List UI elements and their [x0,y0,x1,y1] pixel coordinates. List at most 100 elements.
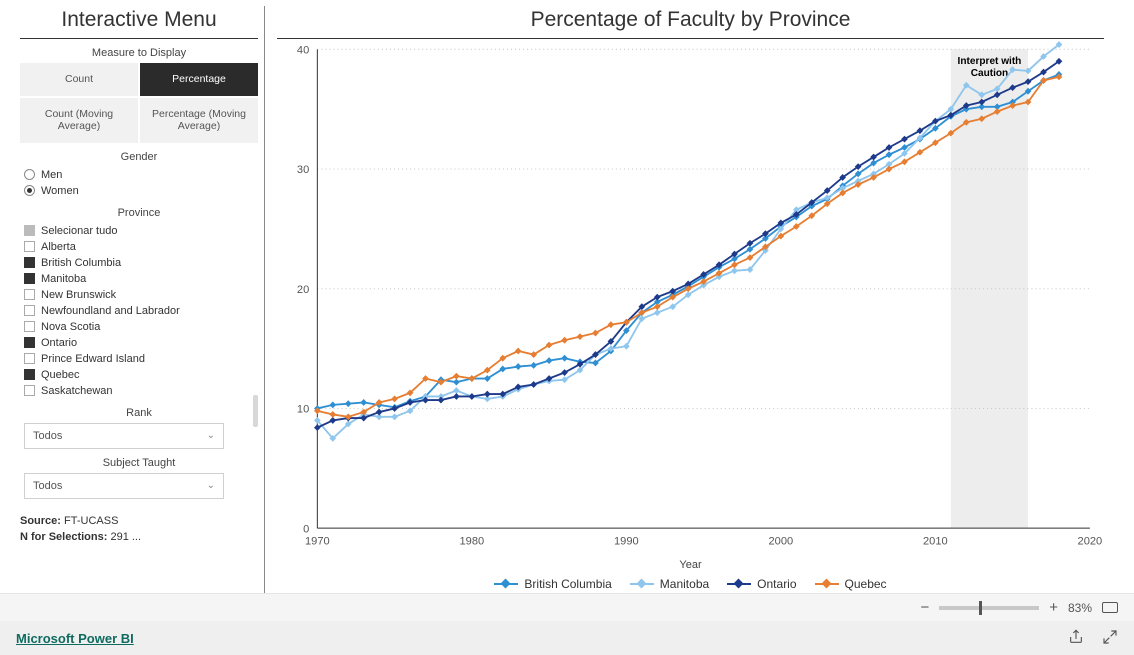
province-option[interactable]: Ontario [20,335,258,351]
checkbox-icon [24,321,35,332]
svg-text:30: 30 [297,164,309,176]
svg-text:Interpret with: Interpret with [958,56,1022,67]
share-icon[interactable] [1068,629,1084,648]
radio-icon [24,185,35,196]
sidebar: Interactive Menu Measure to Display Coun… [20,6,265,593]
svg-text:10: 10 [297,403,309,415]
province-label: Saskatchewan [41,385,113,397]
brand-icons [1068,629,1118,648]
zoom-out-button[interactable]: − [920,599,929,616]
svg-text:0: 0 [303,523,309,535]
gender-label: Women [41,185,79,197]
fullscreen-icon[interactable] [1102,629,1118,648]
province-option[interactable]: Selecionar tudo [20,223,258,239]
checkbox-icon [24,385,35,396]
province-option[interactable]: Saskatchewan [20,383,258,399]
svg-text:Caution: Caution [971,68,1008,79]
measure-button[interactable]: Percentage [140,63,258,96]
gender-label: Men [41,169,62,181]
measure-heading: Measure to Display [20,47,258,59]
chart-title: Percentage of Faculty by Province [277,6,1104,39]
checkbox-icon [24,273,35,284]
legend-swatch [630,583,654,585]
checkbox-icon [24,289,35,300]
rank-value: Todos [33,430,62,442]
chevron-down-icon: ⌄ [207,480,215,491]
province-label: Ontario [41,337,77,349]
legend-label: British Columbia [524,577,611,591]
province-option[interactable]: Nova Scotia [20,319,258,335]
radio-icon [24,169,35,180]
measure-grid: CountPercentageCount (Moving Average)Per… [20,63,258,143]
svg-text:1970: 1970 [305,536,330,548]
checkbox-icon [24,353,35,364]
svg-text:1990: 1990 [614,536,639,548]
legend-item[interactable]: British Columbia [494,577,611,591]
svg-text:1980: 1980 [460,536,485,548]
province-option[interactable]: Prince Edward Island [20,351,258,367]
source-label: Source: [20,515,61,527]
n-label: N for Selections: [20,531,107,543]
zoom-slider[interactable] [939,606,1039,610]
subject-value: Todos [33,480,62,492]
powerbi-link[interactable]: Microsoft Power BI [16,631,134,646]
gender-heading: Gender [20,151,258,163]
legend-item[interactable]: Ontario [727,577,796,591]
zoom-value: 83% [1068,601,1092,615]
province-option[interactable]: New Brunswick [20,287,258,303]
province-list: Selecionar tudo Alberta British Columbia Ma… [20,223,258,399]
chart-svg: Interpret withCaution 0 10 20 30 40 1970 1980 19… [277,39,1104,555]
rank-dropdown[interactable]: Todos ⌄ [24,423,224,449]
province-label: Selecionar tudo [41,225,117,237]
province-option[interactable]: Alberta [20,239,258,255]
x-axis-label: Year [277,559,1104,571]
province-option[interactable]: Manitoba [20,271,258,287]
app-root: Interactive Menu Measure to Display Coun… [0,0,1134,655]
legend-swatch [815,583,839,585]
province-option[interactable]: British Columbia [20,255,258,271]
svg-text:20: 20 [297,284,309,296]
legend-item[interactable]: Quebec [815,577,887,591]
province-heading: Province [20,207,258,219]
measure-button[interactable]: Percentage (Moving Average) [140,98,258,143]
subject-dropdown[interactable]: Todos ⌄ [24,473,224,499]
source-value: FT-UCASS [64,515,118,527]
province-label: Newfoundland and Labrador [41,305,180,317]
scrollbar-thumb[interactable] [253,395,258,427]
measure-button[interactable]: Count (Moving Average) [20,98,138,143]
svg-text:2000: 2000 [769,536,794,548]
checkbox-icon [24,225,35,236]
province-option[interactable]: Quebec [20,367,258,383]
gender-option[interactable]: Women [20,183,258,199]
province-option[interactable]: Newfoundland and Labrador [20,303,258,319]
sidebar-title: Interactive Menu [20,6,258,39]
province-label: Prince Edward Island [41,353,145,365]
legend: British Columbia Manitoba Ontario Quebec [277,571,1104,593]
n-value: 291 ... [110,531,141,543]
measure-button[interactable]: Count [20,63,138,96]
chart-plot: Interpret withCaution 0 10 20 30 40 1970 1980 19… [277,39,1104,555]
report-body: Interactive Menu Measure to Display Coun… [0,0,1134,593]
gender-list: Men Women [20,167,258,199]
legend-swatch [494,583,518,585]
legend-label: Manitoba [660,577,709,591]
checkbox-icon [24,369,35,380]
province-label: Alberta [41,241,76,253]
svg-text:2010: 2010 [923,536,948,548]
footer-note: Source: FT-UCASS N for Selections: 291 .… [20,513,258,546]
rank-heading: Rank [20,407,258,419]
checkbox-icon [24,305,35,316]
zoom-in-button[interactable]: + [1049,599,1058,616]
gender-option[interactable]: Men [20,167,258,183]
province-label: British Columbia [41,257,121,269]
svg-text:2020: 2020 [1078,536,1103,548]
checkbox-icon [24,241,35,252]
zoom-bar: − + 83% [0,593,1134,621]
legend-swatch [727,583,751,585]
fit-to-page-button[interactable] [1102,602,1118,613]
legend-item[interactable]: Manitoba [630,577,709,591]
province-label: Nova Scotia [41,321,100,333]
legend-label: Ontario [757,577,796,591]
svg-text:40: 40 [297,44,309,56]
chart-area: Percentage of Faculty by Province Interp… [265,6,1114,593]
